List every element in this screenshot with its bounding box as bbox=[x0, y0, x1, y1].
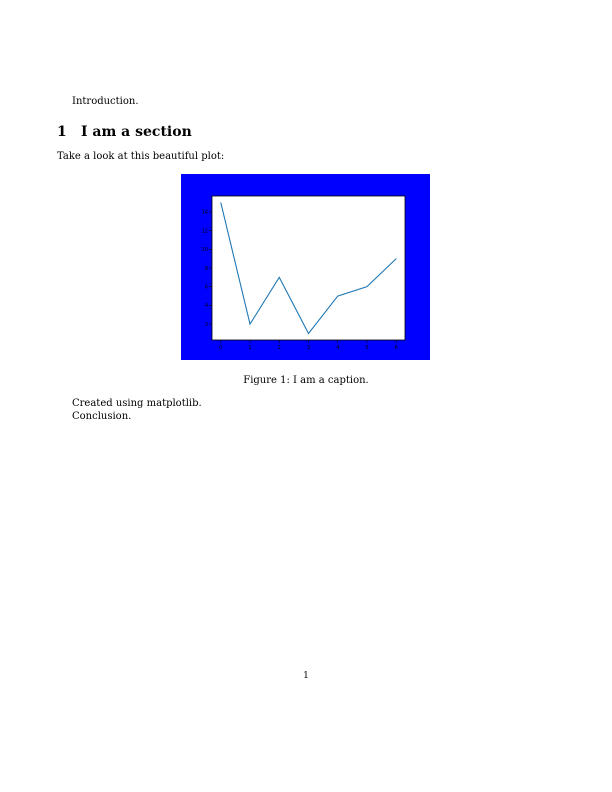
y-tick-label: 12 bbox=[202, 228, 208, 234]
created-paragraph: Created using matplotlib. bbox=[72, 398, 202, 409]
y-tick-label: 10 bbox=[202, 247, 208, 253]
x-tick-label: 4 bbox=[336, 345, 339, 351]
y-tick-label: 6 bbox=[205, 285, 208, 291]
figure: 0 1 2 3 4 5 6 2 4 6 8 10 12 14 bbox=[181, 174, 430, 360]
y-tick-label: 14 bbox=[202, 210, 208, 216]
section-heading: 1 I am a section bbox=[57, 124, 192, 140]
conclusion-paragraph: Conclusion. bbox=[72, 411, 132, 422]
y-tick-label: 8 bbox=[205, 266, 208, 272]
x-tick-label: 6 bbox=[395, 345, 398, 351]
x-tick-label: 3 bbox=[307, 345, 310, 351]
series-line bbox=[220, 202, 397, 335]
intro-paragraph: Introduction. bbox=[72, 96, 139, 107]
y-tick-label: 4 bbox=[205, 303, 208, 309]
x-tick-label: 2 bbox=[278, 345, 281, 351]
page-number: 1 bbox=[303, 671, 309, 681]
section-number: 1 bbox=[57, 124, 67, 140]
x-tick-label: 5 bbox=[365, 345, 368, 351]
x-tick-label: 0 bbox=[219, 345, 222, 351]
lead-paragraph: Take a look at this beautiful plot: bbox=[57, 151, 225, 162]
figure-caption: Figure 1: I am a caption. bbox=[243, 375, 369, 386]
section-title: I am a section bbox=[81, 124, 192, 140]
x-tick-label: 1 bbox=[248, 345, 251, 351]
y-tick-label: 2 bbox=[205, 322, 208, 328]
plot-area bbox=[211, 195, 406, 341]
